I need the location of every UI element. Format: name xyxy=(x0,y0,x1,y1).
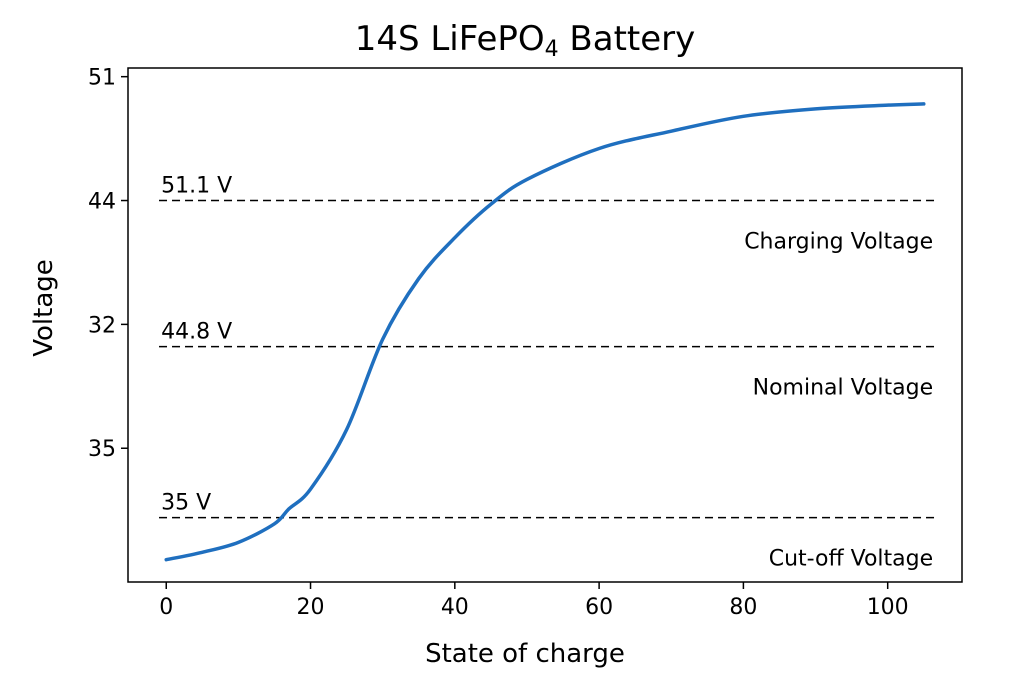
x-tick-label: 20 xyxy=(297,595,325,620)
reference-value-label: 35 V xyxy=(161,491,211,516)
reference-value-label: 51.1 V xyxy=(161,174,232,199)
reference-name-label: Cut-off Voltage xyxy=(769,547,933,572)
reference-name-label: Nominal Voltage xyxy=(753,376,934,401)
x-tick-label: 80 xyxy=(729,595,757,620)
y-axis-label: Voltage xyxy=(29,259,59,357)
chart-title: 14S LiFePO4 Battery xyxy=(355,19,696,62)
x-tick-label: 100 xyxy=(867,595,909,620)
plot-frame xyxy=(127,67,963,583)
y-tick-label: 51 xyxy=(88,66,116,91)
y-tick-label: 35 xyxy=(88,437,116,462)
y-tick-label: 44 xyxy=(88,190,116,215)
x-axis-label: State of charge xyxy=(425,639,625,669)
reference-value-label: 44.8 V xyxy=(161,320,232,345)
y-tick-label: 32 xyxy=(88,313,116,338)
x-tick-label: 0 xyxy=(159,595,173,620)
series-line xyxy=(164,102,926,562)
reference-name-label: Charging Voltage xyxy=(744,230,933,255)
x-tick-label: 40 xyxy=(441,595,469,620)
x-tick-label: 60 xyxy=(585,595,613,620)
